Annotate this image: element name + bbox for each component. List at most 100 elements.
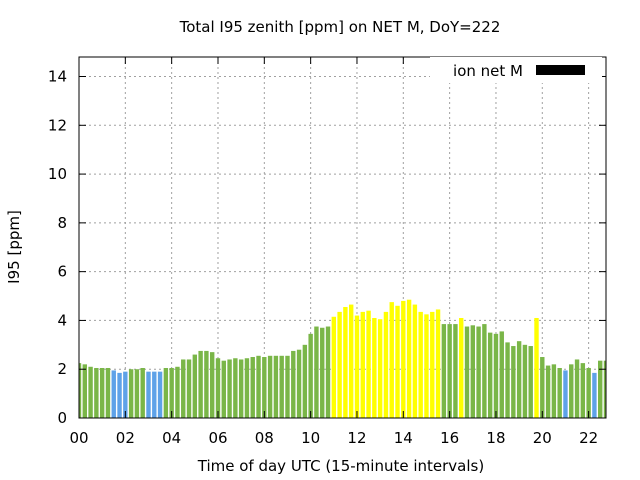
x-tick-label: 00 [69, 429, 88, 447]
bar [314, 326, 319, 418]
bar [325, 326, 331, 418]
bar [366, 310, 371, 418]
x-tick-label: 10 [301, 429, 320, 447]
bar [250, 357, 255, 418]
bar [528, 346, 533, 418]
bars [79, 299, 606, 418]
bar [522, 344, 528, 418]
bar [464, 326, 470, 418]
bar [476, 326, 481, 418]
bar [117, 372, 122, 418]
bar [563, 370, 568, 418]
bar [377, 319, 383, 418]
bar [441, 324, 447, 418]
y-axis-label: I95 [ppm] [5, 210, 23, 284]
bar [534, 317, 539, 418]
legend-label: ion net M [453, 62, 523, 80]
bar [401, 300, 406, 418]
x-tick-labels: 00 02 04 06 08 10 12 14 16 18 20 22 [69, 429, 598, 447]
bar [238, 359, 244, 418]
bar [487, 332, 493, 418]
bar [569, 364, 574, 418]
bar [146, 371, 151, 418]
bar [337, 311, 342, 418]
bar [163, 367, 169, 418]
plot-frame [78, 56, 607, 419]
y-tick-label: 6 [57, 263, 67, 281]
bar [169, 367, 174, 418]
x-axis-label: Time of day UTC (15-minute intervals) [197, 457, 484, 475]
bar [221, 360, 226, 418]
bar [204, 350, 209, 418]
bar [343, 307, 348, 418]
x-tick-label: 02 [116, 429, 135, 447]
bar [418, 311, 423, 418]
y-tick-label: 12 [48, 116, 67, 134]
bar [482, 324, 487, 418]
y-tick-label: 2 [57, 360, 67, 378]
bar [383, 311, 389, 418]
bar [389, 302, 394, 418]
bar [82, 364, 87, 418]
bar [233, 358, 238, 418]
bar [88, 366, 93, 418]
bar [181, 359, 186, 418]
bar [256, 355, 261, 418]
bar [320, 327, 325, 418]
bar [603, 360, 606, 418]
bar [175, 366, 180, 418]
bar [267, 355, 273, 418]
bar [354, 315, 360, 418]
x-tick-label: 22 [579, 429, 598, 447]
legend: ion net M [430, 57, 602, 83]
bar [140, 367, 145, 418]
y-tick-label: 0 [57, 409, 67, 427]
bar [592, 372, 597, 418]
bar [157, 371, 163, 418]
bar [447, 324, 452, 418]
bar [273, 355, 279, 418]
y-tick-labels: 0 2 4 6 8 10 12 14 [48, 68, 67, 427]
x-tick-label: 18 [486, 429, 505, 447]
bar [111, 370, 116, 418]
bar [94, 367, 99, 418]
bar [574, 359, 580, 418]
bar [430, 311, 435, 418]
bar [545, 365, 551, 418]
bar [424, 314, 429, 418]
x-tick-label: 14 [394, 429, 413, 447]
bar [99, 367, 105, 418]
bar [557, 367, 562, 418]
bar [331, 316, 337, 418]
bar [198, 350, 203, 418]
bar [372, 317, 377, 418]
bar [227, 359, 232, 418]
x-tick-label: 16 [440, 429, 459, 447]
bar [516, 341, 522, 418]
bar [291, 350, 296, 418]
bar [308, 333, 313, 418]
bar [586, 367, 591, 418]
bar [598, 360, 603, 418]
bar [493, 333, 499, 418]
bar [134, 369, 140, 418]
axes [78, 56, 607, 419]
bar [412, 304, 418, 418]
chart-title: Total I95 zenith [ppm] on NET M, DoY=222 [179, 18, 501, 36]
bar [580, 363, 586, 418]
bar [152, 371, 157, 418]
bar [296, 349, 302, 418]
legend-swatch [536, 65, 585, 75]
bar [348, 304, 354, 418]
x-tick-label: 08 [255, 429, 274, 447]
bar [285, 355, 290, 418]
y-tick-label: 8 [57, 214, 67, 232]
bar [360, 311, 365, 418]
bar [215, 358, 221, 418]
y-tick-label: 4 [57, 311, 67, 329]
bar [192, 354, 198, 418]
y-tick-label: 10 [48, 165, 67, 183]
bar [279, 355, 284, 418]
bar [186, 359, 192, 418]
